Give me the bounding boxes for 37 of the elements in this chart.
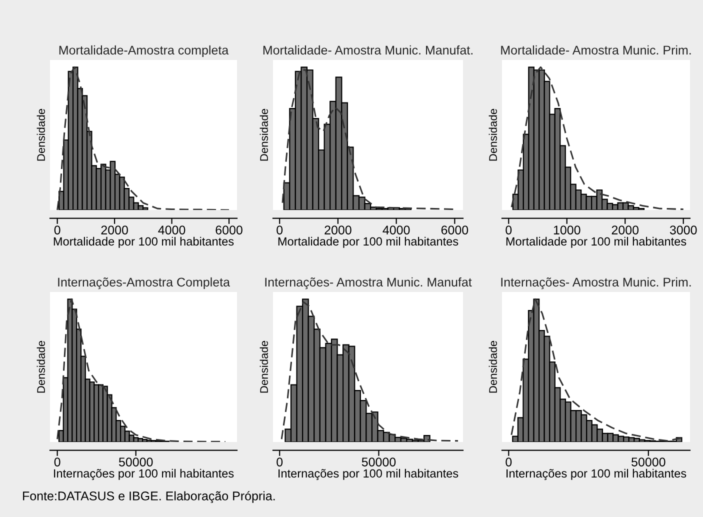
x-axis-title: Internações por 100 mil habitantes <box>54 468 234 480</box>
x-tick-label: 2000 <box>612 226 639 234</box>
x-tick-label: 0 <box>506 458 512 466</box>
x-tick-label: 50000 <box>632 458 666 466</box>
x-tick-label: 4000 <box>158 226 186 234</box>
x-tick-label: 2000 <box>324 226 352 234</box>
y-axis-title: Densidade <box>488 340 497 393</box>
x-axis-title: Mortalidade por 100 mil habitantes <box>54 236 234 248</box>
y-axis-title: Densidade <box>36 340 45 393</box>
x-tick-label: 6000 <box>216 226 242 234</box>
x-tick-label: 1000 <box>554 226 580 234</box>
chart-title: Internações-Amostra Completa <box>58 277 230 290</box>
x-tick-label: 0 <box>54 226 60 234</box>
y-axis-title: Densidade <box>36 108 45 161</box>
x-tick-label: 3000 <box>670 226 697 234</box>
y-axis-title: Densidade <box>260 108 268 161</box>
chart-title: Mortalidade-Amostra completa <box>59 45 229 58</box>
x-axis-title: Mortalidade por 100 mil habitantes <box>506 236 686 248</box>
x-tick-label: 6000 <box>441 226 468 234</box>
x-tick-label: 50000 <box>118 458 153 466</box>
y-axis-title: Densidade <box>260 340 268 393</box>
x-tick-label: 0 <box>276 226 283 234</box>
x-tick-label: 0 <box>276 458 283 466</box>
x-tick-label: 0 <box>506 226 512 234</box>
x-axis-title: Internações por 100 mil habitantes <box>506 468 686 480</box>
x-axis-title: Mortalidade por 100 mil habitantes <box>278 236 458 248</box>
x-tick-label: 0 <box>54 458 60 466</box>
source-note: Fonte:DATASUS e IBGE. Elaboração Própria. <box>23 491 275 503</box>
x-tick-label: 4000 <box>382 226 410 234</box>
chart-title: Mortalidade- Amostra Munic. Prim. <box>501 45 691 55</box>
x-axis-title: Internações por 100 mil habitantes <box>278 468 458 480</box>
y-axis-title: Densidade <box>488 108 497 161</box>
chart-title: Internações- Amostra Munic. Manufat <box>265 277 472 290</box>
chart-title: Internações- Amostra Munic. Prim. <box>501 277 691 290</box>
x-tick-label: 2000 <box>101 226 128 234</box>
x-tick-label: 50000 <box>362 458 396 466</box>
chart-title: Mortalidade- Amostra Munic. Manufat. <box>263 45 472 55</box>
